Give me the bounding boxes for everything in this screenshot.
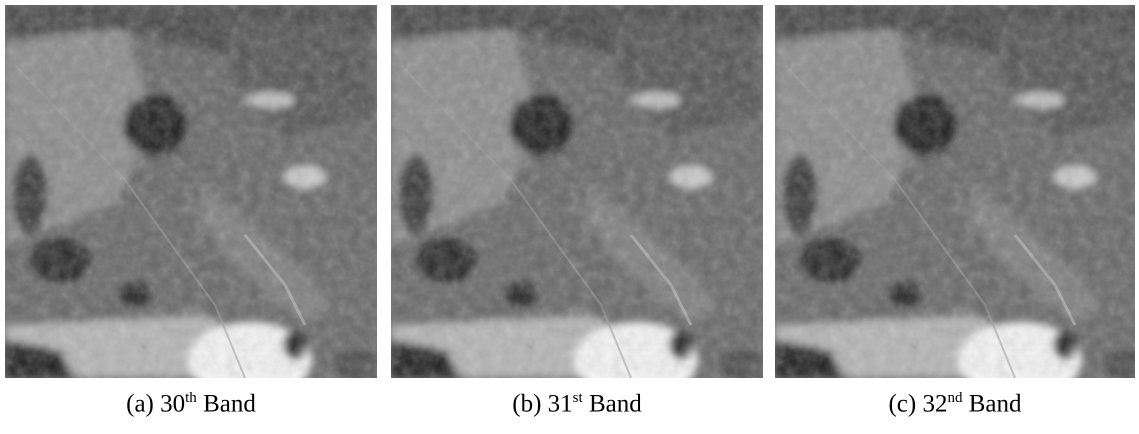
caption-sup: st: [573, 390, 583, 406]
caption-text: Band: [969, 390, 1022, 417]
band-image: [391, 5, 763, 378]
caption: (a) 30th Band: [1, 390, 381, 418]
caption-text: Band: [203, 390, 256, 417]
caption-text: Band: [589, 390, 642, 417]
band-image: [5, 5, 377, 378]
caption: (b) 31st Band: [387, 390, 767, 418]
figure: {"panels": [ {"prefix": "(a) 30", "sup":…: [0, 0, 1139, 434]
caption-sup: nd: [947, 390, 962, 406]
caption: (c) 32nd Band: [765, 390, 1139, 418]
caption-text: (c) 32: [888, 390, 947, 417]
band-image: [775, 5, 1135, 378]
caption-text: (a) 30: [126, 390, 185, 417]
caption-sup: th: [185, 390, 197, 406]
caption-text: (b) 31: [512, 390, 572, 417]
